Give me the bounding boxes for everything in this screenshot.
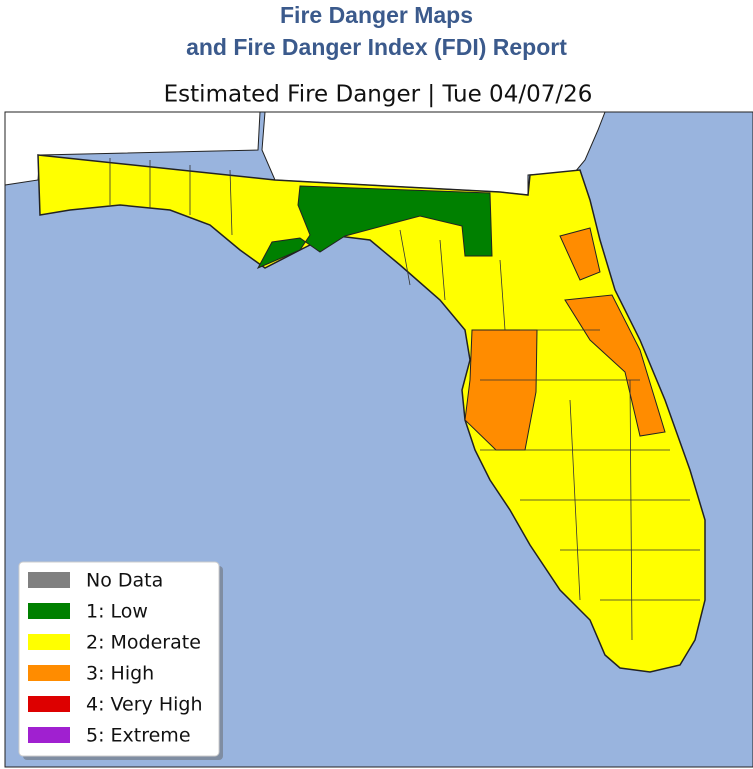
map-title: Estimated Fire Danger | Tue 04/07/26 — [164, 82, 593, 108]
legend: No Data 1: Low 2: Moderate 3: High 4: Very H… — [18, 561, 223, 760]
high-region — [559, 227, 601, 281]
title: Fire Danger Maps — [280, 2, 473, 28]
legend-label: 5: Extreme — [86, 725, 191, 747]
title: and Fire Danger Index (FDI) Report — [186, 34, 567, 60]
legend-swatch — [28, 696, 70, 712]
legend-swatch — [28, 727, 70, 743]
legend-swatch — [28, 603, 70, 619]
legend-swatch — [28, 665, 70, 681]
county-lines — [109, 158, 700, 641]
legend-swatch — [28, 634, 70, 650]
legend-label: 3: High — [86, 663, 154, 685]
legend-label: 2: Moderate — [86, 632, 201, 654]
legend-label: 1: Low — [86, 601, 148, 623]
legend-label: No Data — [86, 570, 163, 592]
legend-label: 4: Very High — [86, 694, 203, 716]
low-region — [256, 185, 493, 270]
legend-swatch — [28, 572, 70, 588]
florida — [37, 154, 706, 673]
